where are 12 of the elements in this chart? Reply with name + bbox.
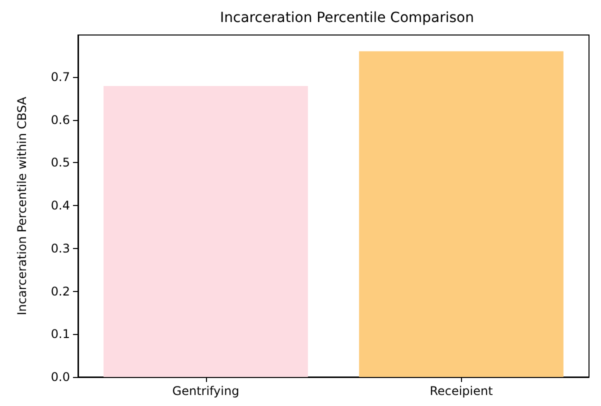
y-tick-label: 0.2	[50, 284, 70, 298]
y-tick-label: 0.0	[50, 370, 70, 384]
chart-title: Incarceration Percentile Comparison	[220, 10, 474, 26]
y-tick-label: 0.5	[50, 156, 70, 170]
y-axis-title: Incarceration Percentile within CBSA	[15, 96, 29, 316]
x-tick-label: Receipient	[430, 384, 494, 398]
y-tick-label: 0.6	[50, 112, 70, 127]
y-tick-label: 0.7	[50, 70, 70, 84]
y-tick-label: 0.3	[50, 241, 70, 256]
y-tick-label: 0.4	[50, 198, 70, 213]
x-tick-label: Gentrifying	[172, 384, 240, 398]
y-tick-label: 0.1	[50, 327, 70, 342]
